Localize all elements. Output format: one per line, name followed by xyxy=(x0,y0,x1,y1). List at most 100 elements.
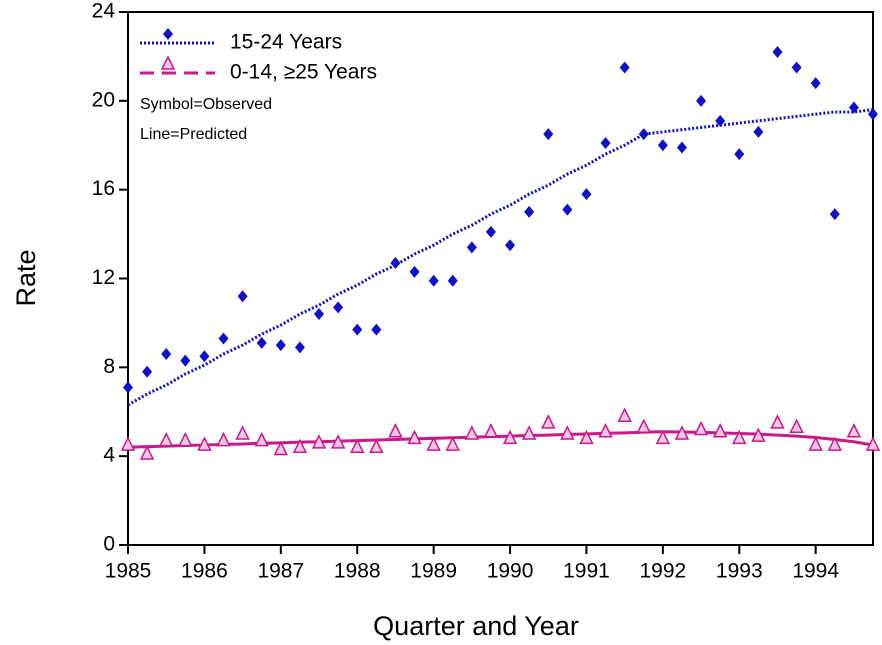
diamond-marker xyxy=(696,94,707,107)
triangle-marker xyxy=(636,418,651,434)
diamond-marker xyxy=(161,348,172,361)
diamond-marker xyxy=(199,350,210,363)
triangle-marker xyxy=(521,425,537,440)
diamond-marker xyxy=(390,256,401,269)
y-tick-label: 16 xyxy=(92,177,115,200)
diamond-marker xyxy=(657,139,668,152)
diamond-marker xyxy=(791,61,802,74)
triangle-marker xyxy=(751,427,766,442)
triangle-marker xyxy=(865,436,881,451)
diamond-marker xyxy=(180,354,191,367)
x-tick-label: 1989 xyxy=(410,560,457,583)
x-tick-label: 1994 xyxy=(792,560,839,583)
diamond-marker xyxy=(275,339,286,352)
diamond-marker xyxy=(123,381,133,394)
diamond-marker xyxy=(848,101,859,114)
diamond-marker xyxy=(237,290,248,303)
triangle-marker xyxy=(369,438,384,454)
diamond-marker xyxy=(371,323,382,336)
triangle-marker xyxy=(216,431,231,447)
x-tick-label: 1992 xyxy=(640,560,687,583)
y-axis-label: Rate xyxy=(11,249,41,306)
legend-label: 0-14, ≥25 Years xyxy=(230,61,377,84)
triangle-marker xyxy=(789,418,804,434)
triangle-marker xyxy=(158,431,174,447)
diamond-marker xyxy=(619,61,630,74)
x-tick-label: 1985 xyxy=(105,560,152,583)
triangle-marker xyxy=(178,431,193,447)
diamond-marker xyxy=(600,137,611,150)
diamond-marker xyxy=(142,365,153,378)
triangle-marker xyxy=(292,438,308,454)
predicted-line xyxy=(127,108,874,407)
legend-label: 15-24 Years xyxy=(230,31,342,54)
triangle-marker xyxy=(674,425,690,440)
predicted-line xyxy=(127,430,874,449)
triangle-marker xyxy=(541,414,556,429)
triangle-marker xyxy=(598,423,613,438)
diamond-marker xyxy=(868,108,878,121)
diamond-marker xyxy=(409,265,420,278)
triangle-marker xyxy=(693,420,709,436)
diamond-marker xyxy=(753,125,764,138)
diamond-marker xyxy=(715,114,726,127)
y-tick-label: 24 xyxy=(92,0,116,23)
diamond-marker xyxy=(314,308,325,321)
triangle-marker xyxy=(502,429,518,445)
triangle-marker xyxy=(235,425,250,440)
triangle-marker xyxy=(273,440,289,456)
triangle-marker xyxy=(139,445,155,460)
diamond-marker xyxy=(256,336,267,349)
diamond-marker xyxy=(466,241,477,254)
x-tick-label: 1990 xyxy=(487,560,534,583)
triangle-marker xyxy=(311,434,327,449)
triangle-marker xyxy=(846,423,862,438)
diamond-marker xyxy=(485,225,496,238)
triangle-marker xyxy=(483,423,499,438)
diamond-marker xyxy=(676,141,687,154)
diamond-marker xyxy=(333,301,344,314)
diamond-marker xyxy=(163,28,173,40)
x-tick-label: 1986 xyxy=(181,560,228,583)
diamond-marker xyxy=(772,45,783,58)
triangle-marker xyxy=(426,436,441,451)
diamond-marker xyxy=(810,77,821,90)
y-tick-label: 20 xyxy=(92,88,115,111)
diamond-marker xyxy=(734,148,745,161)
note: Symbol=Observed xyxy=(140,96,272,113)
triangle-marker xyxy=(407,429,422,445)
triangle-marker xyxy=(120,436,136,451)
triangle-marker xyxy=(160,55,176,70)
x-axis-label: Quarter and Year xyxy=(373,611,579,641)
diamond-marker xyxy=(562,203,573,216)
triangle-marker xyxy=(388,423,403,438)
x-tick-label: 1993 xyxy=(716,560,763,583)
triangle-marker xyxy=(808,436,823,451)
triangle-marker xyxy=(330,434,346,449)
triangle-marker xyxy=(827,436,843,451)
diamond-marker xyxy=(352,323,363,336)
x-tick-label: 1988 xyxy=(334,560,381,583)
diamond-marker xyxy=(218,332,229,345)
triangle-marker xyxy=(464,425,480,440)
triangle-marker xyxy=(770,414,785,429)
triangle-marker xyxy=(579,429,594,445)
triangle-marker xyxy=(254,431,269,447)
y-tick-label: 0 xyxy=(103,533,115,556)
triangle-marker xyxy=(350,438,365,454)
triangle-marker xyxy=(560,425,575,440)
diamond-marker xyxy=(524,205,535,218)
diamond-marker xyxy=(505,239,516,252)
diamond-marker xyxy=(829,208,840,221)
diamond-marker xyxy=(543,128,554,141)
diamond-marker xyxy=(638,128,649,141)
diamond-marker xyxy=(294,341,305,354)
diamond-marker xyxy=(581,188,592,201)
triangle-marker xyxy=(445,436,460,451)
triangle-marker xyxy=(655,429,671,445)
y-tick-label: 8 xyxy=(103,355,115,378)
y-tick-label: 4 xyxy=(103,444,115,467)
diamond-marker xyxy=(447,274,458,287)
triangle-marker xyxy=(197,436,212,451)
